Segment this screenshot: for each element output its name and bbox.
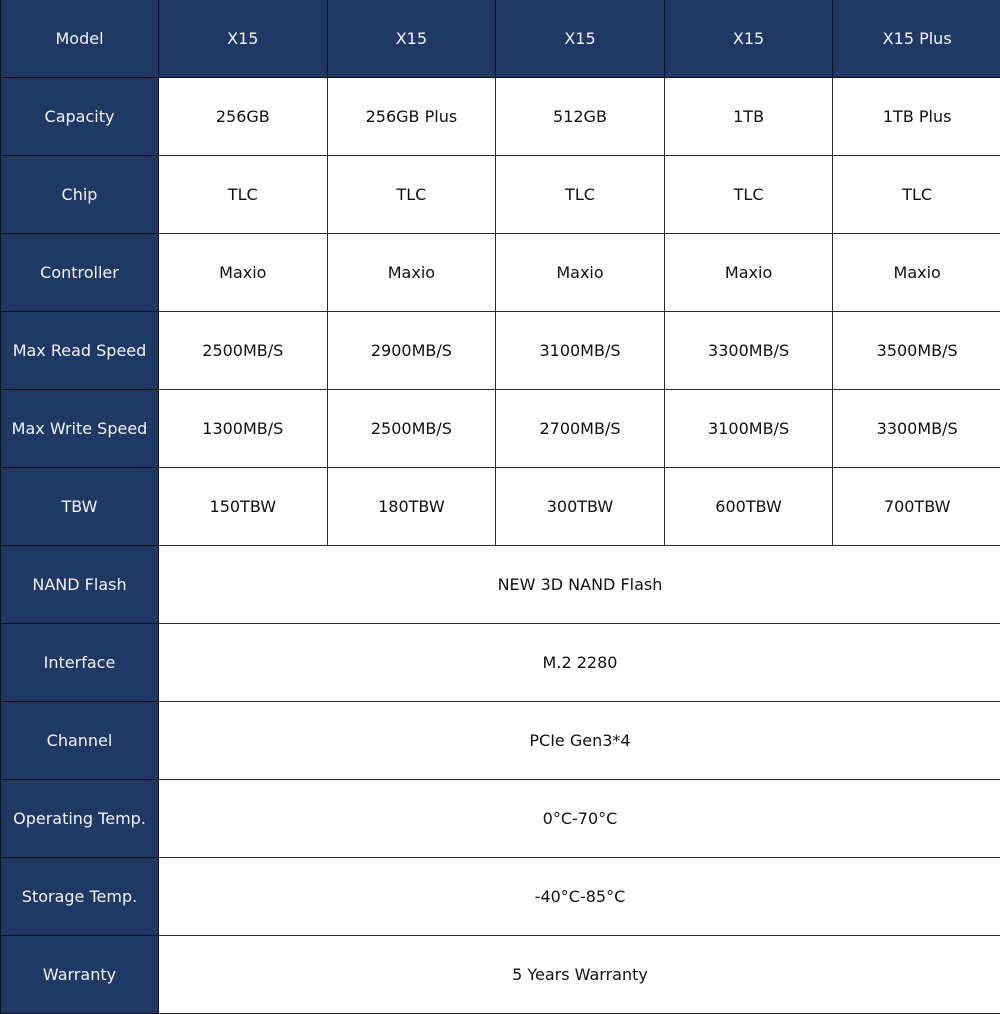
shared-spec-cell: NEW 3D NAND Flash xyxy=(159,546,1000,624)
model-header: X15 xyxy=(327,0,496,78)
spec-cell: Maxio xyxy=(664,234,833,312)
header-label: Model xyxy=(1,0,159,78)
row-label: Operating Temp. xyxy=(1,780,159,858)
spec-cell: 3100MB/S xyxy=(664,390,833,468)
spec-cell: 1300MB/S xyxy=(159,390,328,468)
model-header: X15 xyxy=(496,0,665,78)
spec-cell: 3300MB/S xyxy=(833,390,1000,468)
row-label: Max Write Speed xyxy=(1,390,159,468)
spec-cell: TLC xyxy=(664,156,833,234)
spec-cell: Maxio xyxy=(496,234,665,312)
row-label: Controller xyxy=(1,234,159,312)
row-label: Capacity xyxy=(1,78,159,156)
spec-cell: 256GB xyxy=(159,78,328,156)
spec-cell: Maxio xyxy=(159,234,328,312)
row-label: Warranty xyxy=(1,936,159,1014)
spec-cell: 1TB xyxy=(664,78,833,156)
model-header: X15 xyxy=(159,0,328,78)
shared-spec-cell: 5 Years Warranty xyxy=(159,936,1000,1014)
spec-cell: 2900MB/S xyxy=(327,312,496,390)
spec-cell: 600TBW xyxy=(664,468,833,546)
shared-spec-row: Storage Temp.-40°C-85°C xyxy=(1,858,1000,936)
spec-cell: 1TB Plus xyxy=(833,78,1000,156)
spec-cell: 300TBW xyxy=(496,468,665,546)
shared-spec-cell: 0°C-70°C xyxy=(159,780,1000,858)
spec-cell: TLC xyxy=(833,156,1000,234)
spec-cell: 180TBW xyxy=(327,468,496,546)
shared-spec-cell: PCIe Gen3*4 xyxy=(159,702,1000,780)
spec-cell: 150TBW xyxy=(159,468,328,546)
shared-spec-row: Operating Temp.0°C-70°C xyxy=(1,780,1000,858)
row-label: TBW xyxy=(1,468,159,546)
shared-spec-cell: M.2 2280 xyxy=(159,624,1000,702)
spec-cell: 256GB Plus xyxy=(327,78,496,156)
row-label: Chip xyxy=(1,156,159,234)
spec-cell: 2500MB/S xyxy=(159,312,328,390)
spec-cell: 3300MB/S xyxy=(664,312,833,390)
row-label: Interface xyxy=(1,624,159,702)
spec-cell: 512GB xyxy=(496,78,665,156)
spec-cell: 700TBW xyxy=(833,468,1000,546)
spec-cell: Maxio xyxy=(327,234,496,312)
row-label: NAND Flash xyxy=(1,546,159,624)
model-header: X15 Plus xyxy=(833,0,1000,78)
spec-cell: TLC xyxy=(496,156,665,234)
spec-cell: 2500MB/S xyxy=(327,390,496,468)
spec-cell: Maxio xyxy=(833,234,1000,312)
row-label: Max Read Speed xyxy=(1,312,159,390)
shared-spec-cell: -40°C-85°C xyxy=(159,858,1000,936)
spec-cell: TLC xyxy=(327,156,496,234)
spec-cell: TLC xyxy=(159,156,328,234)
header-row: Model X15 X15 X15 X15 X15 Plus xyxy=(1,0,1000,78)
spec-cell: 3500MB/S xyxy=(833,312,1000,390)
spec-cell: 2700MB/S xyxy=(496,390,665,468)
spec-cell: 3100MB/S xyxy=(496,312,665,390)
model-header: X15 xyxy=(664,0,833,78)
row-label: Channel xyxy=(1,702,159,780)
row-label: Storage Temp. xyxy=(1,858,159,936)
